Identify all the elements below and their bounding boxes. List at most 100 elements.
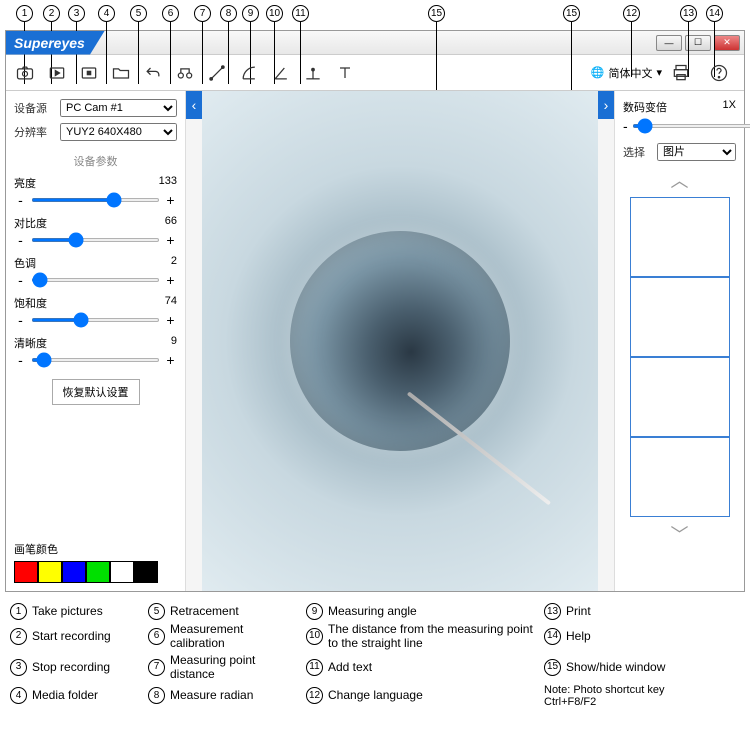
legend-item: 10The distance from the measuring point … — [306, 622, 536, 651]
device-source-label: 设备源 — [14, 100, 56, 116]
slider-plus-button[interactable]: + — [164, 233, 177, 247]
language-label: 简体中文 — [608, 65, 652, 81]
folder-icon[interactable] — [108, 60, 134, 86]
calibration-icon[interactable] — [172, 60, 198, 86]
resolution-select[interactable]: YUY2 640X480 — [60, 123, 177, 141]
device-params-title: 设备参数 — [14, 153, 177, 169]
app-logo: Supereyes — [6, 31, 105, 55]
callout-badge: 12 — [623, 5, 640, 22]
brush-color-label: 画笔颜色 — [14, 541, 177, 557]
slider-input[interactable] — [31, 358, 160, 362]
zoom-label: 数码变倍 — [623, 99, 667, 115]
callout-badge: 4 — [98, 5, 115, 22]
callout-badge: 13 — [680, 5, 697, 22]
slider-input[interactable] — [31, 318, 160, 322]
record-start-icon[interactable] — [44, 60, 70, 86]
color-swatch[interactable] — [62, 561, 86, 583]
color-swatch[interactable] — [38, 561, 62, 583]
thumbnail-slot[interactable] — [630, 437, 730, 517]
point-line-icon[interactable] — [300, 60, 326, 86]
slider-minus-button[interactable]: - — [14, 313, 27, 327]
color-swatch[interactable] — [134, 561, 158, 583]
slider-0: 亮度 133 - + — [14, 175, 177, 207]
slider-plus-button[interactable]: + — [164, 193, 177, 207]
chevron-down-icon: ▾ — [656, 66, 662, 79]
slider-3: 饱和度 74 - + — [14, 295, 177, 327]
callout-badge: 7 — [194, 5, 211, 22]
callout-badge: 15 — [428, 5, 445, 22]
slider-value: 2 — [171, 255, 177, 271]
slider-minus-button[interactable]: - — [14, 353, 27, 367]
slider-label: 色调 — [14, 255, 36, 271]
window-controls: — ☐ ✕ — [656, 35, 744, 51]
slider-input[interactable] — [31, 198, 160, 202]
thumbnail-slot[interactable] — [630, 277, 730, 357]
device-source-select[interactable]: PC Cam #1 — [60, 99, 177, 117]
thumbs-up-button[interactable]: ︿ — [671, 167, 689, 193]
slider-label: 亮度 — [14, 175, 36, 191]
slider-plus-button[interactable]: + — [164, 353, 177, 367]
color-swatch[interactable] — [86, 561, 110, 583]
right-panel: 数码变倍 1X - + 选择 图片 ︿ ﹀ — [614, 91, 744, 591]
legend-item: 5Retracement — [148, 603, 298, 620]
color-swatch[interactable] — [14, 561, 38, 583]
legend-item: 12Change language — [306, 684, 536, 708]
collapse-left-button[interactable]: ‹ — [186, 91, 202, 119]
slider-plus-button[interactable]: + — [164, 313, 177, 327]
color-swatch[interactable] — [110, 561, 134, 583]
slider-plus-button[interactable]: + — [164, 273, 177, 287]
slider-minus-button[interactable]: - — [14, 193, 27, 207]
legend-item: 8Measure radian — [148, 684, 298, 708]
legend-item: 13Print — [544, 603, 714, 620]
legend-item: 2Start recording — [10, 622, 140, 651]
content-area: 设备源 PC Cam #1 分辨率 YUY2 640X480 设备参数 亮度 13… — [6, 91, 744, 591]
thumbs-down-button[interactable]: ﹀ — [671, 521, 689, 547]
thumbnail-type-select[interactable]: 图片 — [657, 143, 736, 161]
slider-minus-button[interactable]: - — [14, 233, 27, 247]
angle-icon[interactable] — [268, 60, 294, 86]
close-button[interactable]: ✕ — [714, 35, 740, 51]
callout-badge: 14 — [706, 5, 723, 22]
legend-item: 1Take pictures — [10, 603, 140, 620]
zoom-value: 1X — [723, 99, 736, 115]
zoom-slider[interactable] — [632, 124, 750, 128]
toolbar: 🌐 简体中文 ▾ — [6, 55, 744, 91]
record-stop-icon[interactable] — [76, 60, 102, 86]
maximize-button[interactable]: ☐ — [685, 35, 711, 51]
undo-icon[interactable] — [140, 60, 166, 86]
callout-badge: 2 — [43, 5, 60, 22]
legend-item: 3Stop recording — [10, 653, 140, 682]
help-icon[interactable] — [706, 60, 732, 86]
globe-icon: 🌐 — [591, 66, 605, 79]
slider-value: 74 — [165, 295, 177, 311]
resolution-label: 分辨率 — [14, 124, 56, 140]
slider-label: 清晰度 — [14, 335, 47, 351]
slider-label: 对比度 — [14, 215, 47, 231]
text-icon[interactable] — [332, 60, 358, 86]
thumbnail-slot[interactable] — [630, 357, 730, 437]
slider-minus-button[interactable]: - — [14, 273, 27, 287]
camera-viewport — [202, 91, 598, 591]
callout-badge: 10 — [266, 5, 283, 22]
language-selector[interactable]: 🌐 简体中文 ▾ — [591, 65, 662, 81]
slider-input[interactable] — [31, 238, 160, 242]
collapse-right-button[interactable]: › — [598, 91, 614, 119]
camera-icon[interactable] — [12, 60, 38, 86]
radian-icon[interactable] — [236, 60, 262, 86]
legend-item: 14Help — [544, 622, 714, 651]
callout-badge: 3 — [68, 5, 85, 22]
zoom-minus-button[interactable]: - — [623, 119, 628, 133]
slider-label: 饱和度 — [14, 295, 47, 311]
thumbnail-slot[interactable] — [630, 197, 730, 277]
legend-item: 7Measuring point distance — [148, 653, 298, 682]
slider-input[interactable] — [31, 278, 160, 282]
slider-value: 9 — [171, 335, 177, 351]
minimize-button[interactable]: — — [656, 35, 682, 51]
callout-badge: 15 — [563, 5, 580, 22]
callout-badge: 9 — [242, 5, 259, 22]
distance-icon[interactable] — [204, 60, 230, 86]
print-icon[interactable] — [668, 60, 694, 86]
reset-defaults-button[interactable]: 恢复默认设置 — [52, 379, 140, 405]
slider-2: 色调 2 - + — [14, 255, 177, 287]
slider-value: 133 — [159, 175, 177, 191]
